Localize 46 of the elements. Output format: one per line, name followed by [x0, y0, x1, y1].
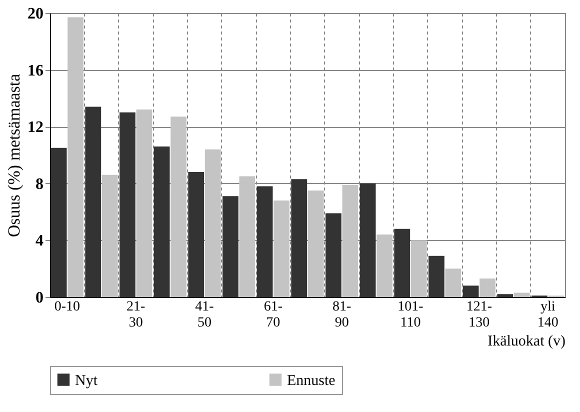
bar [120, 112, 136, 297]
bar [428, 256, 444, 297]
bar [360, 183, 376, 297]
bar [102, 174, 118, 297]
bar [308, 190, 324, 297]
bar [222, 196, 238, 297]
bar [68, 17, 84, 297]
x-tick-label: 0-10 [54, 300, 80, 314]
bar [394, 228, 410, 297]
bar [497, 294, 514, 297]
bar [291, 179, 308, 297]
bar [50, 148, 67, 297]
y-tick-label: 8 [36, 176, 44, 193]
bar [462, 286, 479, 297]
bar [410, 240, 427, 297]
x-tick-label: 81- 90 [332, 300, 352, 330]
x-tick-label: 61- 70 [264, 300, 283, 330]
x-tick-label: 121- 130 [466, 300, 492, 330]
x-axis-title: Ikäluokat (v) [488, 334, 566, 350]
bar [188, 172, 204, 297]
bar [204, 149, 221, 297]
legend-label: Nyt [75, 372, 98, 389]
x-tick-label: 21- 30 [126, 300, 146, 330]
y-axis-title: Osuus (%) metsämaasta [4, 73, 24, 238]
y-tick-label: 12 [28, 119, 44, 136]
bar [256, 186, 273, 297]
bar [274, 200, 290, 297]
x-tick-label: 41- 50 [195, 300, 214, 330]
x-tick-label: yli 140 [537, 300, 558, 330]
bar [136, 110, 152, 297]
bar [480, 278, 496, 297]
bar [445, 268, 462, 297]
bar [154, 146, 170, 297]
bar [376, 234, 392, 297]
y-tick-label: 20 [28, 6, 44, 22]
bar [170, 116, 186, 297]
bar [85, 106, 102, 297]
x-tick-label: 101- 110 [398, 300, 424, 330]
bar [514, 292, 530, 297]
y-tick-label: 0 [36, 290, 44, 306]
y-tick-label: 4 [36, 232, 44, 250]
y-tick-label: 16 [28, 62, 44, 80]
bar [239, 176, 256, 297]
legend-label: Ennuste [287, 372, 336, 389]
bar [342, 184, 358, 297]
bar [326, 213, 342, 297]
